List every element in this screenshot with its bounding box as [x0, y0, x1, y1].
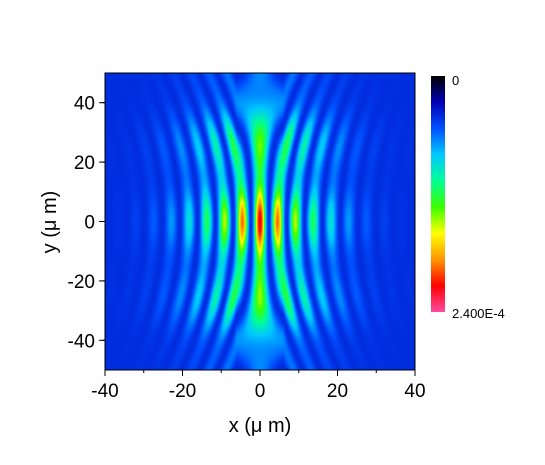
y-tick-label: -40	[68, 331, 95, 352]
y-tick-label: 20	[74, 153, 95, 174]
colorbar-max-label: 2.400E-4	[452, 306, 505, 321]
x-tick-label: 20	[327, 381, 348, 402]
colorbar: 0 2.400E-4	[431, 73, 505, 321]
x-axis-label: x (μ m)	[229, 415, 292, 437]
y-axis: -40 -20 0 20 40	[68, 94, 105, 352]
heatmap-image	[105, 73, 415, 370]
x-tick-label: 40	[404, 381, 425, 402]
colorbar-bar	[431, 76, 445, 312]
y-tick-label: 0	[84, 213, 95, 234]
colorbar-min-label: 0	[452, 73, 459, 88]
heatmap-plot	[105, 73, 415, 370]
y-tick-label: -20	[68, 272, 95, 293]
x-tick-label: -40	[91, 381, 118, 402]
x-tick-label: -20	[169, 381, 196, 402]
y-axis-label: y (μ m)	[39, 191, 61, 254]
x-axis: -40 -20 0 20 40	[91, 370, 426, 402]
x-tick-label: 0	[255, 381, 266, 402]
y-tick-label: 40	[74, 94, 95, 115]
